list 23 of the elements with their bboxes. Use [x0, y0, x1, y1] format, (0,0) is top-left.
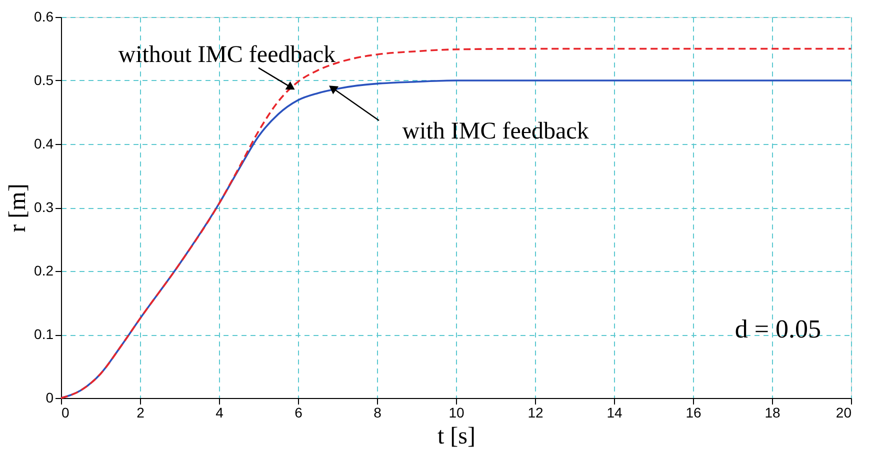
x-tick-label: 20: [836, 404, 852, 420]
y-tick-label: 0.1: [34, 326, 54, 342]
annotation: with IMC feedback: [402, 118, 589, 144]
x-axis-title: t [s]: [438, 424, 476, 450]
x-tick-label: 4: [216, 404, 224, 420]
x-tick-label: 8: [374, 404, 382, 420]
x-tick-label: 6: [294, 404, 303, 420]
y-axis-title: r [m]: [5, 184, 32, 232]
y-tick-label: 0.4: [34, 136, 54, 152]
x-tick-label: 2: [136, 404, 145, 420]
x-tick-label: 16: [686, 404, 702, 420]
y-tick-label: 0.3: [34, 199, 54, 215]
y-tick-label: 0.6: [34, 8, 54, 24]
x-tick-label: 14: [606, 404, 622, 420]
annotation: d = 0.05: [734, 314, 821, 344]
y-tick-label: 0: [46, 390, 54, 406]
y-tick-label: 0.2: [34, 262, 54, 278]
y-tick-label: 0.5: [34, 72, 54, 88]
x-tick-label: 0: [62, 404, 70, 420]
x-tick-label: 12: [528, 404, 544, 420]
annotation: without IMC feedback: [118, 42, 336, 68]
x-tick-label: 10: [448, 404, 464, 420]
x-tick-label: 18: [764, 404, 780, 420]
